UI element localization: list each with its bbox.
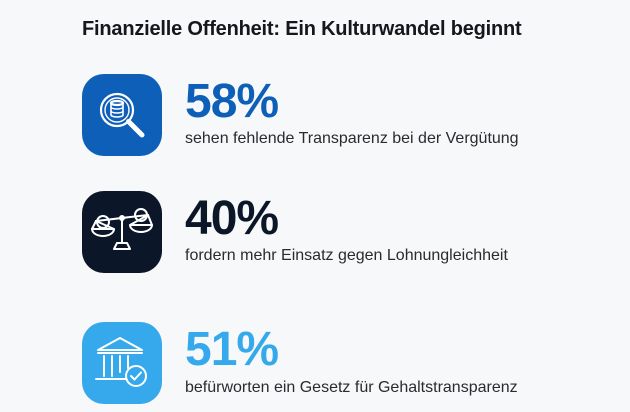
stat-value: 51% bbox=[185, 323, 279, 376]
icon-tile-transparency bbox=[82, 74, 162, 156]
stat-value: 58% bbox=[185, 75, 279, 128]
stat-pay-inequality: 40% fordern mehr Einsatz gegen Lohnungle… bbox=[82, 191, 602, 277]
stat-caption: fordern mehr Einsatz gegen Lohnungleichh… bbox=[185, 247, 508, 264]
stat-transparency: 58% sehen fehlende Transparenz bei der V… bbox=[82, 74, 602, 160]
page-title: Finanzielle Offenheit: Ein Kulturwandel … bbox=[82, 18, 522, 40]
government-building-check-icon bbox=[95, 337, 147, 387]
stat-value: 40% bbox=[185, 192, 279, 245]
magnifier-coins-icon bbox=[99, 92, 145, 138]
icon-tile-pay-inequality bbox=[82, 191, 162, 273]
stat-transparency-law: 51% befürworten ein Gesetz für Gehaltstr… bbox=[82, 322, 602, 408]
icon-tile-transparency-law bbox=[82, 322, 162, 404]
balance-scale-coins-icon bbox=[91, 208, 153, 250]
stat-caption: befürworten ein Gesetz für Gehaltstransp… bbox=[185, 379, 518, 396]
stat-caption: sehen fehlende Transparenz bei der Vergü… bbox=[185, 130, 519, 147]
